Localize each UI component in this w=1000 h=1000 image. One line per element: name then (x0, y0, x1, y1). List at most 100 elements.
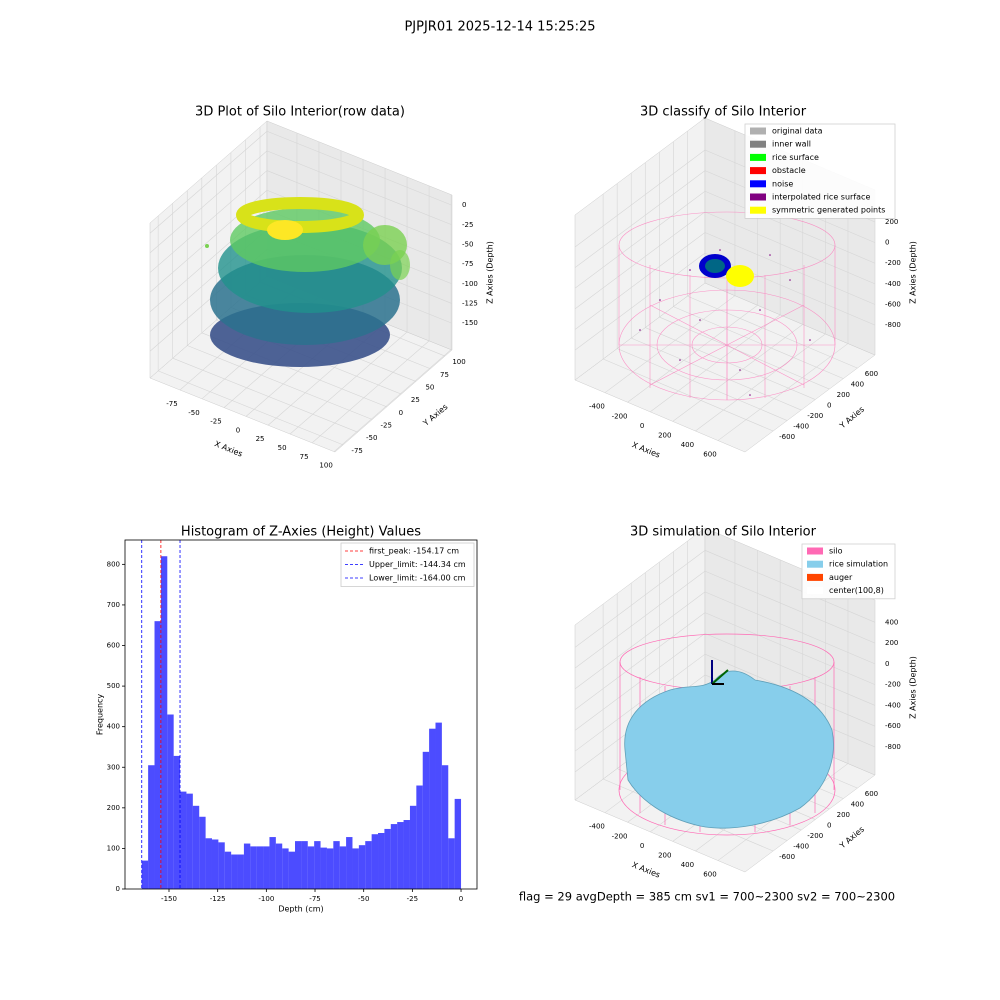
y-tick-label: 25 (411, 396, 420, 404)
y-tick-label: 100 (452, 358, 465, 366)
grid-line (704, 252, 876, 326)
legend-label: rice simulation (829, 560, 888, 569)
y-tick-label: 200 (837, 811, 850, 819)
classified-points (639, 249, 811, 396)
y-tick-label: -75 (351, 447, 362, 455)
chart-title: 3D Plot of Silo Interior(row data) (195, 105, 405, 120)
y-tick-label: 500 (107, 682, 120, 690)
x-tick-label: 75 (300, 453, 309, 461)
bar (186, 793, 193, 889)
z-axis-label: Z Axies (Depth) (909, 656, 918, 719)
grid-line (289, 331, 408, 435)
legend-label: interpolated rice surface (772, 193, 870, 202)
grid-line (574, 149, 706, 248)
legend-swatch (750, 206, 766, 214)
y-tick-label: 600 (865, 370, 878, 378)
bar (218, 842, 225, 889)
legend-swatch (750, 140, 766, 148)
x-tick-label: -400 (589, 403, 605, 411)
x-tick-label: 0 (640, 422, 644, 430)
z-tick-label: -600 (885, 300, 901, 308)
grid-line (687, 295, 858, 369)
bar (339, 846, 347, 889)
bar (384, 828, 391, 889)
legend-swatch (807, 560, 823, 568)
legend-swatch (750, 180, 766, 188)
x-tick-label: -75 (166, 400, 177, 408)
z-tick-label: -50 (462, 241, 473, 249)
x-tick-label: -125 (210, 895, 226, 903)
bar (429, 728, 436, 889)
bar (282, 848, 289, 889)
bar (237, 854, 244, 889)
grid-line (172, 357, 358, 433)
x-tick-label: 600 (703, 451, 716, 459)
legend-label: noise (772, 179, 793, 188)
z-tick-label: -800 (885, 321, 901, 329)
grid-line (574, 232, 706, 330)
legend-swatch (750, 193, 766, 201)
legend-label: silo (829, 547, 843, 556)
bar (275, 843, 283, 889)
legend-label: auger (829, 573, 853, 582)
bar (160, 556, 168, 889)
legend-label: Upper_limit: -144.34 cm (369, 560, 466, 569)
bar (448, 838, 455, 889)
z-tick-label: -100 (462, 280, 478, 288)
bar (435, 722, 442, 889)
chart-title: 3D classify of Silo Interior (640, 105, 807, 120)
bar (269, 837, 276, 889)
legend-label: symmetric generated points (772, 206, 885, 215)
legend-swatch (750, 167, 766, 175)
legend-label: center(100,8) (829, 586, 884, 595)
grid-line (333, 349, 452, 452)
grid-line (704, 570, 876, 644)
y-tick-label: -600 (779, 433, 795, 441)
bar (192, 805, 200, 889)
grid-line (149, 170, 268, 273)
z-tick-label: 0 (885, 239, 889, 247)
x-axis-label: Depth (cm) (278, 905, 323, 914)
y-tick-label: 800 (107, 560, 120, 568)
bar (365, 841, 372, 889)
legend-label: Lower_limit: -164.00 cm (369, 574, 466, 583)
x-tick-label: -25 (407, 895, 418, 903)
legend-swatch (750, 127, 766, 135)
x-tick-label: 200 (658, 431, 671, 439)
z-tick-label: -75 (462, 260, 473, 268)
bar (173, 755, 181, 889)
grid-line (149, 150, 268, 254)
y-tick-label: 50 (425, 383, 434, 391)
grid-line (704, 190, 876, 264)
z-tick-label: 200 (885, 218, 898, 226)
grid-line (627, 305, 758, 403)
bar (397, 822, 404, 889)
chart-title: 3D simulation of Silo Interior (630, 525, 817, 540)
z-tick-label: 0 (885, 660, 889, 668)
grid-line (631, 337, 802, 411)
bar (256, 846, 264, 889)
legend-swatch (807, 587, 823, 595)
bar (441, 765, 449, 889)
x-tick-label: -100 (258, 895, 274, 903)
x-tick-label: -150 (161, 895, 177, 903)
grid-line (266, 150, 453, 226)
chart-title: Histogram of Z-Axies (Height) Values (181, 525, 421, 540)
y-tick-label: 200 (837, 391, 850, 399)
y-tick-label: 100 (107, 844, 120, 852)
x-tick-label: 600 (703, 871, 716, 879)
x-tick-label: -75 (309, 895, 320, 903)
footer-text: flag = 29 avgDepth = 385 cm sv1 = 700~23… (519, 890, 895, 904)
bar (454, 798, 462, 889)
y-tick-label: 0 (827, 822, 831, 830)
bar (167, 714, 174, 889)
auger (711, 660, 729, 685)
bar (346, 837, 353, 889)
y-tick-label: -400 (793, 843, 809, 851)
bar (416, 785, 423, 889)
x-tick-label: 400 (681, 861, 694, 869)
y-tick-label: -50 (366, 434, 377, 442)
x-axis-label: X Axies (631, 860, 662, 879)
grid-line (704, 612, 876, 685)
y-tick-label: 600 (107, 642, 120, 650)
